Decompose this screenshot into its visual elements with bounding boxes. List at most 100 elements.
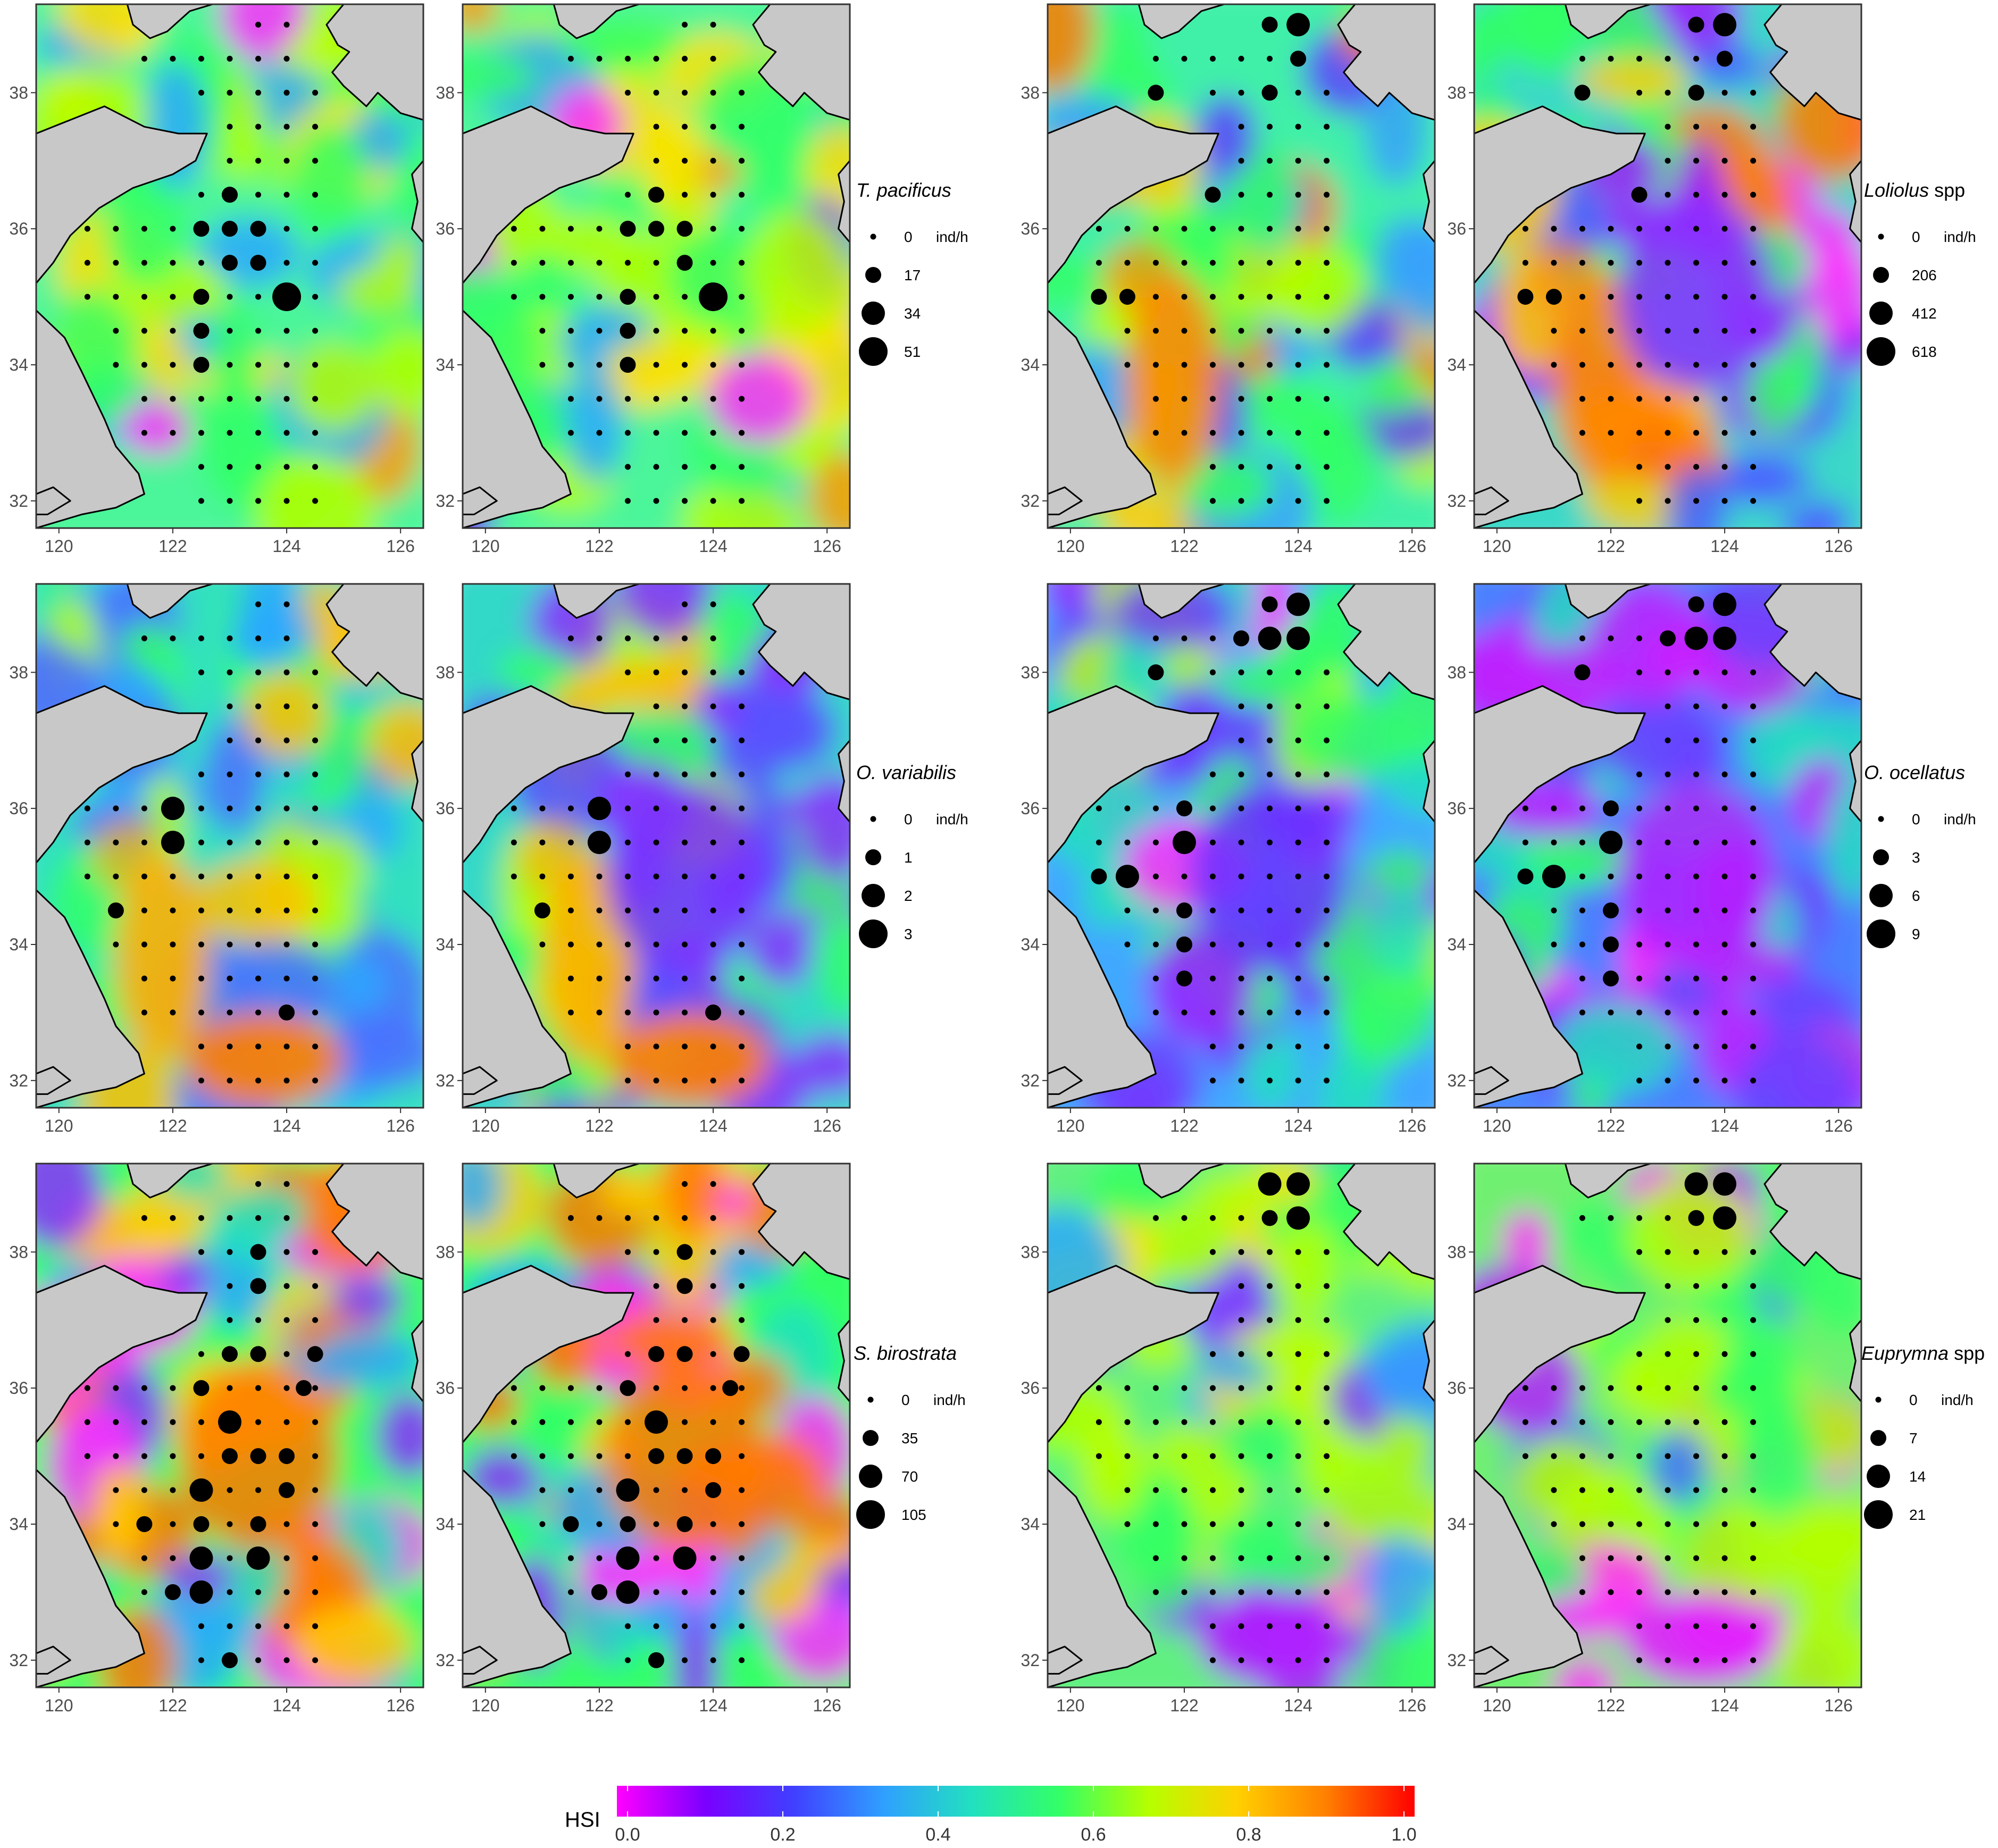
station-dot bbox=[1750, 396, 1757, 402]
station-dot bbox=[141, 1009, 147, 1016]
station-dot bbox=[1209, 225, 1216, 232]
station-dot bbox=[1750, 1385, 1757, 1391]
station-dot bbox=[1636, 941, 1642, 948]
station-dot bbox=[1636, 1555, 1642, 1561]
station-dot bbox=[1295, 1657, 1301, 1663]
legend-value: 21 bbox=[1909, 1507, 1926, 1523]
catch-circle bbox=[648, 1448, 664, 1465]
catch-circle bbox=[222, 1346, 238, 1362]
station-dot bbox=[1721, 225, 1728, 232]
catch-circle bbox=[222, 1448, 238, 1465]
station-dot bbox=[567, 1009, 574, 1016]
legend-circle bbox=[865, 267, 881, 283]
station-dot bbox=[596, 1215, 603, 1221]
station-dot bbox=[227, 328, 233, 334]
station-dot bbox=[1181, 294, 1188, 300]
station-dot bbox=[1665, 1453, 1671, 1459]
station-dot bbox=[141, 1487, 147, 1493]
station-dot bbox=[1124, 362, 1131, 368]
station-dot bbox=[1152, 1385, 1159, 1391]
catch-circle bbox=[587, 797, 611, 821]
legend-circle bbox=[1867, 919, 1895, 948]
station-dot bbox=[1324, 1419, 1330, 1425]
station-dot bbox=[596, 1555, 603, 1561]
station-dot bbox=[1181, 1521, 1188, 1527]
station-dot bbox=[227, 737, 233, 743]
station-dot bbox=[1665, 1249, 1671, 1255]
station-dot bbox=[596, 1385, 603, 1391]
station-dot bbox=[1721, 362, 1728, 368]
station-dot bbox=[1152, 260, 1159, 266]
station-dot bbox=[227, 771, 233, 777]
station-dot bbox=[1181, 225, 1188, 232]
map-panel: 120 122 124 126 32 34 36 38 bbox=[1447, 3, 1862, 556]
station-dot bbox=[227, 1215, 233, 1221]
catch-circle bbox=[246, 1546, 270, 1570]
station-dot bbox=[1665, 1623, 1671, 1629]
station-dot bbox=[1152, 839, 1159, 846]
station-dot bbox=[1096, 260, 1102, 266]
station-dot bbox=[682, 362, 688, 368]
station-dot bbox=[1665, 294, 1671, 300]
station-dot bbox=[1295, 907, 1301, 914]
station-dot bbox=[1238, 1249, 1244, 1255]
station-dot bbox=[312, 464, 319, 470]
x-tick-label: 120 bbox=[1483, 1116, 1511, 1135]
station-dot bbox=[624, 1657, 631, 1663]
station-dot bbox=[1636, 771, 1642, 777]
station-dot bbox=[227, 873, 233, 880]
legend-value: 17 bbox=[904, 267, 921, 283]
station-dot bbox=[1238, 1589, 1244, 1595]
station-dot bbox=[682, 191, 688, 198]
station-dot bbox=[283, 1555, 290, 1561]
station-dot bbox=[1579, 1589, 1585, 1595]
station-dot bbox=[198, 1419, 204, 1425]
station-dot bbox=[1522, 260, 1528, 266]
station-dot bbox=[1295, 225, 1301, 232]
station-dot bbox=[511, 839, 517, 846]
size-legend: O. ocellatus 0 ind/h 3 6 9 bbox=[1864, 762, 1976, 948]
colorbar-tick-label: 0.6 bbox=[1081, 1825, 1106, 1845]
station-dot bbox=[1693, 294, 1700, 300]
station-dot bbox=[255, 1657, 262, 1663]
catch-circle bbox=[620, 1516, 636, 1532]
station-dot bbox=[255, 601, 262, 607]
catch-circle bbox=[1119, 289, 1135, 305]
station-dot bbox=[1608, 225, 1614, 232]
station-dot bbox=[283, 157, 290, 164]
station-dot bbox=[624, 1351, 631, 1357]
station-dot bbox=[1750, 328, 1757, 334]
station-dot bbox=[1152, 328, 1159, 334]
size-legend: O. variabilis 0 ind/h 1 2 3 bbox=[856, 762, 968, 948]
catch-circle bbox=[279, 1448, 295, 1465]
station-dot bbox=[255, 21, 262, 28]
station-dot bbox=[113, 805, 119, 812]
station-dot bbox=[539, 839, 546, 846]
x-tick-label: 120 bbox=[1056, 537, 1084, 556]
station-dot bbox=[312, 1453, 319, 1459]
station-dot bbox=[312, 805, 319, 812]
station-dot bbox=[1750, 1419, 1757, 1425]
legend-unit: ind/h bbox=[933, 1392, 966, 1408]
station-dot bbox=[1636, 839, 1642, 846]
catch-circle bbox=[161, 797, 185, 821]
station-dot bbox=[1295, 737, 1301, 743]
station-dot bbox=[1295, 1453, 1301, 1459]
station-dot bbox=[682, 21, 688, 28]
station-dot bbox=[312, 1077, 319, 1084]
station-dot bbox=[624, 1043, 631, 1050]
legend-circle bbox=[1867, 1465, 1890, 1488]
station-dot bbox=[1324, 907, 1330, 914]
station-dot bbox=[1579, 1419, 1585, 1425]
station-dot bbox=[1721, 1589, 1728, 1595]
station-dot bbox=[1209, 805, 1216, 812]
legend-circle bbox=[1864, 1500, 1893, 1529]
station-dot bbox=[1693, 805, 1700, 812]
station-dot bbox=[1693, 464, 1700, 470]
station-dot bbox=[1209, 294, 1216, 300]
station-dot bbox=[567, 839, 574, 846]
legend-unit: ind/h bbox=[1941, 1392, 1974, 1408]
legend-title: Euprymna spp bbox=[1861, 1342, 1985, 1364]
station-dot bbox=[682, 396, 688, 402]
station-dot bbox=[596, 941, 603, 948]
